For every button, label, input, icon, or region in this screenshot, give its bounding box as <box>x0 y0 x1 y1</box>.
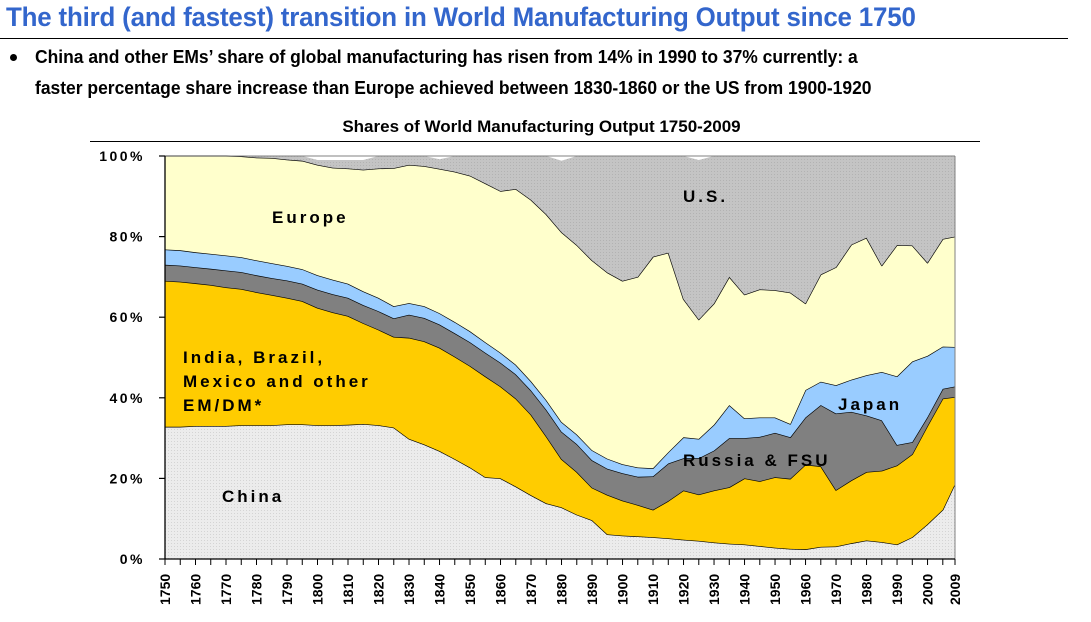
x-tick-label: 1820 <box>371 574 387 605</box>
x-tick-label: 1790 <box>279 574 295 605</box>
x-tick-label: 1900 <box>615 574 631 605</box>
bullet-line-1: China and other EMs’ share of global man… <box>35 47 858 67</box>
area-us <box>165 156 955 320</box>
x-tick-label: 1920 <box>676 574 692 605</box>
title-divider <box>0 38 1068 39</box>
y-tick-label: 60% <box>109 309 145 325</box>
x-tick-label: 1770 <box>218 574 234 605</box>
area-europe <box>165 156 955 469</box>
x-tick-label: 1860 <box>493 574 509 605</box>
area-japan <box>165 249 955 477</box>
bullet-icon <box>10 54 17 61</box>
y-tick-label: 20% <box>109 470 145 486</box>
area-india-other <box>165 280 955 550</box>
x-tick-label: 1960 <box>798 574 814 605</box>
x-tick-label: 1750 <box>157 574 173 605</box>
x-tick-label: 1990 <box>889 574 905 605</box>
x-tick-label: 1880 <box>554 574 570 605</box>
x-tick-label: 1940 <box>737 574 753 605</box>
x-tick-label: 1800 <box>310 574 326 605</box>
chart-title: Shares of World Manufacturing Output 175… <box>342 117 741 136</box>
x-tick-label: 1760 <box>188 574 204 605</box>
label-us: U.S. <box>683 187 728 206</box>
label-china: China <box>222 487 284 506</box>
label-india-other: EM/DM* <box>183 396 264 415</box>
label-india-other: Mexico and other <box>183 372 371 391</box>
bullet-line-2: faster percentage share increase than Eu… <box>35 78 872 98</box>
x-tick-label: 1970 <box>828 574 844 605</box>
chart-title-wrap: Shares of World Manufacturing Output 175… <box>0 117 1091 137</box>
x-tick-label: 2009 <box>947 574 963 605</box>
x-tick-label: 1870 <box>523 574 539 605</box>
x-tick-label: 1810 <box>340 574 356 605</box>
x-tick-label: 1930 <box>706 574 722 605</box>
x-tick-label: 1890 <box>584 574 600 605</box>
y-tick-label: 100% <box>99 148 145 164</box>
y-tick-label: 80% <box>109 229 145 245</box>
chart-title-divider <box>90 141 980 142</box>
x-tick-label: 1980 <box>859 574 875 605</box>
x-tick-label: 2000 <box>920 574 936 605</box>
area-russia-fsu <box>165 264 955 510</box>
area-china <box>165 424 955 559</box>
page-title: The third (and fastest) transition in Wo… <box>6 2 916 32</box>
axes: 0% 20% 40% 60% 80% 100% 1750 1760 1770 1780 1790 18… <box>99 148 963 605</box>
y-tick-label: 40% <box>109 390 145 406</box>
x-tick-label: 1850 <box>462 574 478 605</box>
x-tick-label: 1830 <box>401 574 417 605</box>
area-layers <box>164 155 956 559</box>
x-tick-label: 1950 <box>767 574 783 605</box>
label-japan: Japan <box>838 395 902 414</box>
x-tick-label: 1910 <box>645 574 661 605</box>
x-tick-label: 1840 <box>432 574 448 605</box>
x-tick-label: 1780 <box>249 574 265 605</box>
series-labels: China India, Brazil, Mexico and other EM/DM… <box>183 187 902 506</box>
y-tick-label: 0% <box>120 551 145 567</box>
label-india-other: India, Brazil, <box>183 348 325 367</box>
label-europe: Europe <box>272 208 349 227</box>
label-russia-fsu: Russia & FSU <box>683 451 830 470</box>
bullet-text: China and other EMs’ share of global man… <box>35 42 872 104</box>
